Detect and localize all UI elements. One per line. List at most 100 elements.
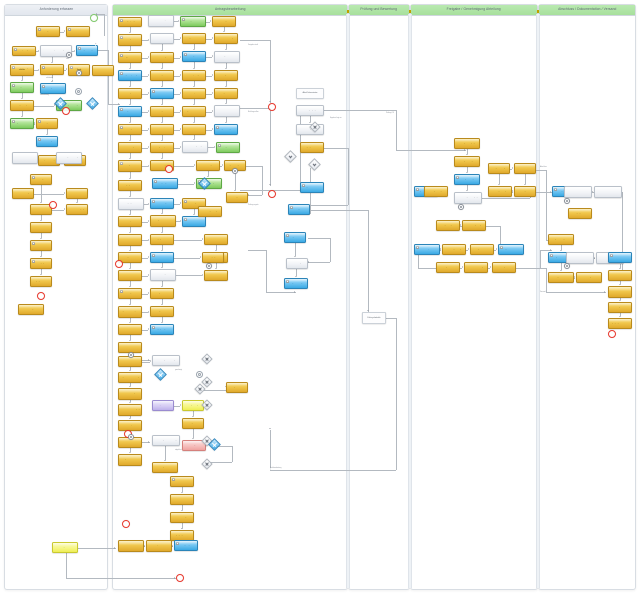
task-node[interactable]: Bewertung erfassen — [150, 70, 174, 81]
task-node[interactable]: Prüfung Konditionen — [216, 142, 240, 153]
boundary-event[interactable] — [458, 204, 464, 210]
end-event[interactable] — [62, 107, 70, 115]
task-node[interactable]: Prüfung erneut durchführen — [118, 454, 142, 466]
task-node[interactable]: Abschluss erfassen Akte — [608, 270, 632, 281]
text-annotation[interactable]: Prüfung erforderlich — [362, 312, 386, 324]
task-node[interactable]: Meldung Fachbereich — [284, 232, 306, 243]
task-node[interactable]: Antrag weiterleiten — [118, 106, 142, 117]
task-node[interactable]: Datenübernahme prüfen — [148, 15, 174, 27]
task-node[interactable]: Weiterleitung intern — [212, 16, 236, 27]
pool-pool-geneh[interactable]: Freigabe / Genehmigung Abteilung — [410, 4, 538, 590]
task-node[interactable]: Rückmeldung an Antragsteller erstellen — [10, 64, 34, 76]
task-node[interactable]: Nachbearbeitung — [12, 188, 34, 199]
pool-header-pool-pruef[interactable]: Prüfung und Bewertung — [349, 5, 409, 16]
pool-header-pool-left[interactable]: Anforderung erfassen — [5, 5, 107, 16]
task-node[interactable]: Daten abgleichen — [118, 88, 142, 99]
task-node[interactable]: Dokumentation Abschluss Akte — [608, 286, 632, 298]
task-node[interactable]: Prüfung Unterlagen Abt — [436, 220, 460, 231]
task-node[interactable]: Freigabe erteilen — [150, 288, 174, 299]
task-node[interactable]: Abschluss melden — [118, 324, 142, 335]
task-node[interactable]: Kontrolle Sachbearbeiter — [12, 152, 38, 164]
task-node[interactable]: Prüfung Endkontrolle — [150, 306, 174, 317]
task-node[interactable]: Prüfung Versand Status — [548, 272, 574, 283]
intermediate-event[interactable] — [196, 371, 203, 378]
task-node[interactable]: Abschlussbericht — [170, 494, 194, 505]
task-node[interactable]: Prüfung Dokument Versand — [548, 252, 574, 263]
task-node[interactable]: Ergebnis weiterleiten — [300, 182, 324, 193]
task-node[interactable]: Prüfung extern — [226, 192, 248, 203]
task-node[interactable]: Bearbeitung fortsetzen — [36, 118, 58, 129]
task-node[interactable]: Kontrolle durchführen — [204, 234, 228, 245]
task-node[interactable]: Risikoprüfung — [182, 70, 206, 81]
task-node[interactable]: Antrag anlegen — [174, 540, 198, 551]
task-node[interactable]: Kundendaten ergänzen — [118, 142, 142, 153]
task-node[interactable]: Freigabe dokumentieren — [498, 244, 524, 255]
task-node[interactable]: Archivierung — [170, 512, 194, 523]
task-node[interactable]: Vorgang archivieren — [150, 234, 174, 245]
task-node[interactable]: Versand vorbereiten — [30, 240, 52, 251]
task-node[interactable]: Bearbeitung fortsetzen Prüfung — [152, 435, 180, 446]
task-node[interactable]: Prüfung erneut Abt — [436, 262, 460, 273]
task-node[interactable]: Prüfung Freigabe intern — [152, 178, 178, 189]
task-node[interactable]: Statusabfrage — [286, 258, 308, 269]
task-node[interactable]: Status aktualisieren — [66, 188, 88, 199]
task-node[interactable]: Bearbeitung Rückfrage — [198, 206, 222, 217]
task-node[interactable]: Vorprüfung — [12, 46, 36, 56]
task-node[interactable]: Prüfung Vollständig — [454, 174, 480, 185]
boundary-event[interactable] — [232, 168, 238, 174]
task-node[interactable]: Archivierung durchführen — [608, 302, 632, 313]
task-node[interactable]: Vertragsdaten prüfen — [150, 142, 174, 153]
task-node[interactable]: Information senden — [150, 88, 174, 99]
task-node[interactable]: Bewertung Abteilung — [442, 244, 466, 255]
task-node[interactable]: Dokumentation prüfen und ergänzen — [40, 45, 72, 57]
task-node[interactable]: Prüfung Genehmigung — [454, 138, 480, 149]
task-node[interactable]: Vorgang übergeben — [150, 324, 174, 335]
task-node[interactable]: Dokumentation erzeugen Akte — [118, 388, 142, 400]
task-node[interactable]: Versand auslösen — [182, 216, 206, 227]
boundary-event[interactable] — [128, 352, 134, 358]
task-node[interactable]: Abstimmung durchführen — [118, 160, 142, 172]
task-node[interactable]: Entscheidungsvorlage — [182, 141, 208, 153]
end-event[interactable] — [165, 165, 173, 173]
task-node[interactable]: Anforderung Start Prozess — [52, 542, 78, 553]
task-node[interactable]: Bearbeitung bei Ablehnung — [152, 355, 180, 366]
task-node[interactable]: Daten übertragen — [150, 198, 174, 209]
task-node[interactable]: Dokument erzeugen — [36, 136, 58, 147]
task-node[interactable]: Ergebnis erfassen — [182, 33, 206, 44]
task-node[interactable]: Freigabe Prüfung — [488, 163, 510, 174]
end-event[interactable] — [176, 574, 184, 582]
task-node[interactable]: Unterlagen zusammenstellen — [150, 215, 176, 227]
task-node[interactable]: Vorgang abschließen — [30, 276, 52, 287]
task-node[interactable]: Daten abgleichen System — [10, 100, 34, 111]
task-node[interactable]: Prüfung abgeschlossen — [118, 198, 144, 210]
task-node[interactable]: Freigabe Leitung — [454, 156, 480, 167]
task-node[interactable]: Ablehnung erfassen — [514, 186, 536, 197]
task-node[interactable]: Prüfung wiederholen — [118, 252, 142, 263]
pool-header-pool-geneh[interactable]: Freigabe / Genehmigung Abteilung — [411, 5, 537, 16]
task-node[interactable]: Prüfung Ablauf — [288, 204, 310, 215]
task-node[interactable]: Bearbeitung manuell — [118, 288, 142, 299]
end-event[interactable] — [49, 201, 57, 209]
task-node[interactable]: Anforderung aufnehmen — [36, 26, 60, 37]
boundary-event[interactable] — [66, 52, 72, 58]
task-node[interactable]: Prüfung automatisch — [180, 16, 206, 27]
task-node[interactable]: Daten korrigieren — [150, 269, 176, 281]
task-node[interactable]: Ablauf prüfen — [118, 216, 142, 227]
task-node[interactable]: Dokumentation erzeugen — [214, 33, 238, 44]
lane-divider-1[interactable] — [408, 14, 412, 588]
task-node[interactable]: Daten prüfen Start — [146, 540, 172, 552]
task-node[interactable]: Antrag prüfen Fachlich — [118, 52, 142, 63]
task-node[interactable]: Freigabe Vorprüfung — [118, 70, 142, 81]
task-node[interactable]: Hinweis erfassen — [514, 163, 536, 174]
task-node[interactable]: Statusmeldung erzeugen — [462, 220, 486, 231]
task-node[interactable]: Nachweis speichern — [118, 420, 142, 431]
task-node[interactable]: Dokument versenden — [170, 476, 194, 487]
task-node[interactable]: Nachbearbeitung Daten — [150, 160, 174, 171]
task-node[interactable]: Information bereitstellen — [150, 252, 174, 263]
lane-handle-top-2[interactable] — [536, 10, 540, 13]
task-node[interactable]: Abschluss Abteilung — [464, 262, 488, 273]
boundary-event[interactable] — [128, 434, 134, 440]
task-node[interactable]: Prüfung abgeschlossen — [568, 208, 592, 219]
task-node[interactable]: Benachrichtigung senden — [30, 258, 52, 269]
